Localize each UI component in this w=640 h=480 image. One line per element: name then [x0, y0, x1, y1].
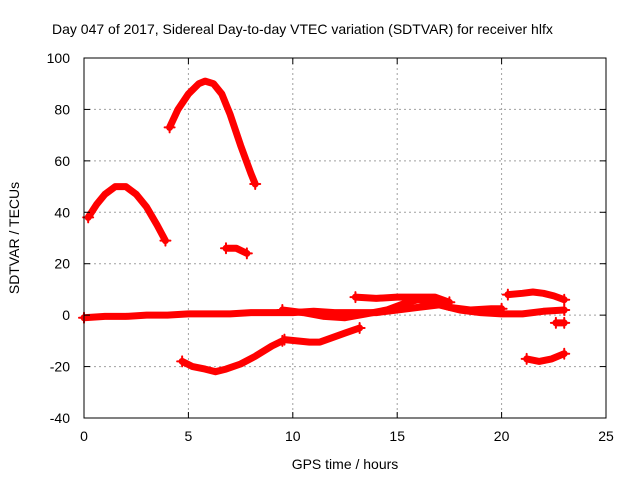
- series-end-mark-0-1: [159, 234, 172, 247]
- series-end-mark-10-1: [558, 316, 571, 329]
- axis-ticks: 0 5 10 15 20 25 -40 -20 0 20 40 60 80 100: [47, 50, 614, 444]
- series-end-mark-4-1: [495, 302, 508, 315]
- y-tick-label: -20: [50, 359, 70, 375]
- y-tick-label: -40: [50, 410, 70, 426]
- series-line-6: [178, 337, 286, 376]
- series-line-0: [84, 183, 169, 245]
- series-line-4: [278, 296, 506, 322]
- chart-title: Day 047 of 2017, Sidereal Day-to-day VTE…: [52, 21, 553, 37]
- series-line-9: [523, 350, 568, 365]
- x-tick-label: 15: [389, 428, 405, 444]
- series-line-3: [80, 301, 568, 322]
- y-tick-label: 40: [54, 204, 70, 220]
- series-end-mark-6-0: [176, 355, 189, 368]
- x-axis-title: GPS time / hours: [292, 456, 399, 472]
- series-end-mark-9-1: [558, 347, 571, 360]
- y-tick-label: 0: [62, 307, 70, 323]
- series-end-mark-2-0: [219, 242, 232, 255]
- plot-frame: [83, 57, 607, 419]
- series-end-mark-0-0: [82, 211, 95, 224]
- series-end-mark-4-0: [276, 304, 289, 316]
- series-end-mark-1-1: [249, 178, 262, 190]
- series-end-mark-5-1: [443, 296, 456, 309]
- series-end-mark-8-1: [558, 293, 571, 306]
- series-line-1: [166, 77, 259, 188]
- series-end-mark-8-0: [501, 288, 514, 301]
- series-line-7: [280, 324, 364, 346]
- y-tick-label: 100: [47, 50, 71, 66]
- series-end-mark-5-0: [349, 291, 362, 304]
- series-end-mark-1-0: [163, 121, 176, 134]
- x-tick-label: 10: [285, 428, 301, 444]
- x-tick-label: 0: [80, 428, 88, 444]
- series-line-5: [351, 293, 453, 306]
- y-tick-label: 60: [54, 153, 70, 169]
- series-layer: [78, 77, 571, 376]
- x-tick-label: 25: [598, 428, 614, 444]
- series-end-mark-7-0: [278, 333, 291, 346]
- y-tick-label: 20: [54, 256, 70, 272]
- series-line-8: [504, 288, 568, 304]
- series-end-mark-7-1: [353, 322, 366, 334]
- y-axis-title: SDTVAR / TECUs: [6, 182, 22, 294]
- y-tick-label: 80: [54, 101, 70, 117]
- series-end-mark-2-1: [240, 247, 253, 260]
- x-tick-label: 5: [185, 428, 193, 444]
- series-end-mark-3-1: [558, 304, 571, 316]
- series-end-mark-9-0: [520, 352, 533, 365]
- x-tick-label: 20: [494, 428, 510, 444]
